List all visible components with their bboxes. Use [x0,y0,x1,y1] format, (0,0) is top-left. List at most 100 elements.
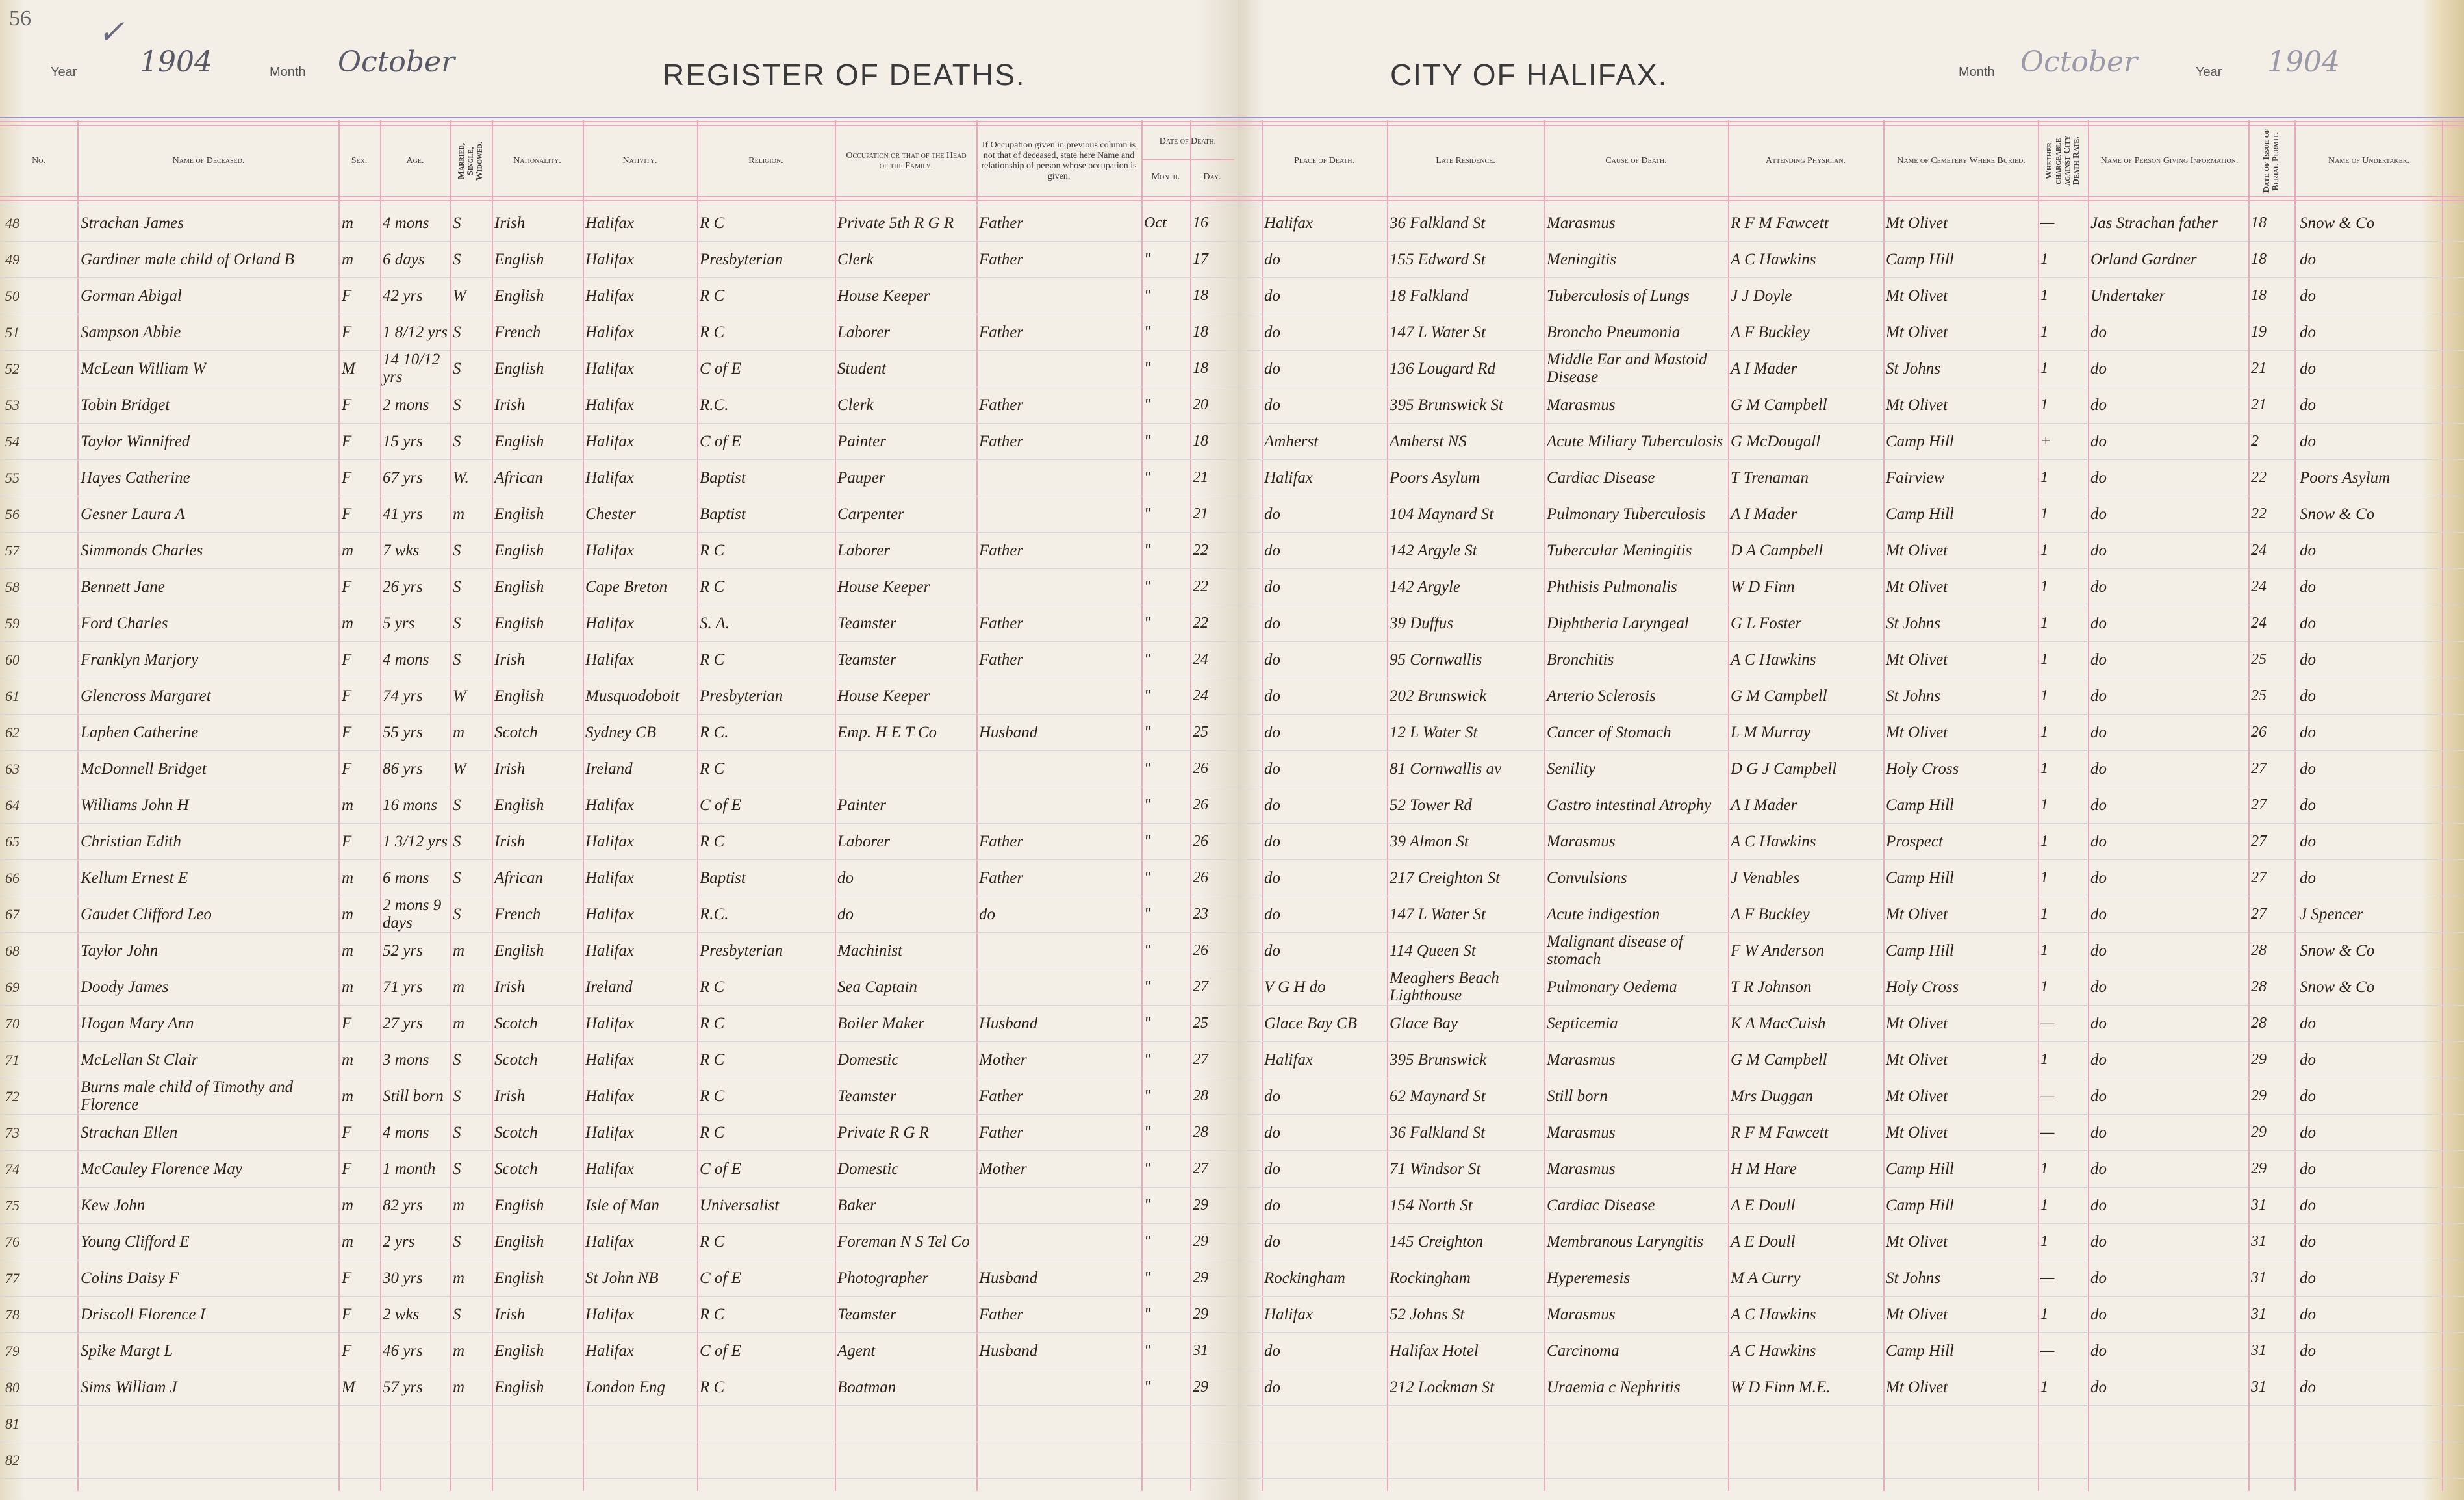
cell-sex: F [342,759,352,778]
cell-sex: F [342,396,352,414]
cell-occupation: Photographer [837,1269,929,1287]
cell-place: do [1264,1232,1280,1251]
cell-nativity: London Eng [585,1378,665,1396]
cell-no: 64 [5,796,19,813]
cell-permit-date: 18 [2251,286,2267,304]
column-rule [380,120,381,1491]
cell-occupation: Boiler Maker [837,1014,924,1032]
cell-informant: do [2090,1232,2107,1251]
cell-religion: R C. [700,723,729,741]
cell-informant: do [2090,1014,2107,1032]
cell-residence: 395 Brunswick St [1390,396,1503,414]
cell-informant: do [2090,941,2107,960]
cell-cemetery: Mt Olivet [1886,905,1948,923]
cell-sex: F [342,1305,352,1323]
cell-nationality: Irish [494,1305,526,1323]
cell-nationality: English [494,941,544,960]
cell-place: do [1264,941,1280,960]
cell-sex: m [342,250,354,268]
column-rule [2088,120,2089,1491]
cell-cemetery: Camp Hill [1886,250,1954,268]
row-rule [0,1005,2464,1006]
cell-no: 57 [5,542,19,559]
cell-status: S [453,541,461,559]
cell-occupation: Painter [837,432,886,450]
table-row: 72 Burns male child of Timothy and Floren… [0,1078,2464,1114]
cell-residence: 62 Maynard St [1390,1087,1486,1105]
cell-permit-date: 31 [2251,1378,2267,1395]
cell-age: 71 yrs [383,978,423,996]
cell-no: 77 [5,1269,19,1286]
cell-age: 82 yrs [383,1196,423,1214]
cell-religion: R C [700,1123,725,1141]
cell-religion: Universalist [700,1196,780,1214]
cell-name: Burns male child of Timothy and Florence [81,1078,294,1113]
cell-name: Kellum Ernest E [81,869,188,887]
column-rule [2248,120,2250,1491]
table-row: 75 Kew John m 82 yrs m English Isle of Man Univ… [0,1187,2464,1223]
cell-relation: Father [979,869,1024,887]
cell-undertaker: do [2300,723,2316,741]
cell-name: McDonnell Bridget [81,759,207,778]
cell-cause: Acute indigestion [1547,905,1660,923]
cell-cemetery: Mt Olivet [1886,1050,1948,1069]
cell-status: W [453,759,466,778]
cell-place: Halifax [1264,468,1313,487]
table-row: 59 Ford Charles m 5 yrs S English Halifax S. A.… [0,605,2464,641]
cell-age: 2 wks [383,1305,420,1323]
cell-nativity: Halifax [585,432,634,450]
cell-nationality: Irish [494,978,526,996]
cell-month: " [1144,250,1151,268]
cell-undertaker: do [2300,1196,2316,1214]
cell-no: 50 [5,287,19,304]
cell-no: 61 [5,687,19,704]
cell-age: 27 yrs [383,1014,423,1032]
cell-nativity: Sydney CB [585,723,656,741]
cell-nationality: French [494,323,541,341]
cell-sex: F [342,832,352,850]
cell-no: 68 [5,942,19,959]
cell-chargeable: 1 [2040,578,2048,595]
cell-physician: A C Hawkins [1731,1305,1816,1323]
cell-age: 2 mons 9 days [383,896,442,932]
header-nativity: Nativity. [622,156,657,166]
cell-month: " [1144,905,1151,922]
cell-cause: Acute Miliary Tuberculosis [1547,432,1723,450]
cell-religion: R C [700,1087,725,1105]
cell-cause: Broncho Pneumonia [1547,323,1681,341]
cell-name: McCauley Florence May [81,1160,242,1178]
cell-cemetery: Mt Olivet [1886,1087,1948,1105]
cell-physician: K A MacCuish [1731,1014,1826,1032]
column-rule [1728,120,1729,1491]
cell-physician: A I Mader [1731,359,1797,377]
cell-relation [979,459,1139,496]
cell-age: 86 yrs [383,759,423,778]
cell-religion: C of E [700,796,741,814]
cell-occupation: House Keeper [837,687,930,705]
cell-occupation: do [837,869,854,887]
cell-cemetery: Mt Olivet [1886,1123,1948,1141]
table-row: 68 Taylor John m 52 yrs m English Halifax Presb… [0,932,2464,969]
cell-permit-date: 27 [2251,832,2267,850]
cell-cause: Marasmus [1547,1305,1616,1323]
cell-no: 71 [5,1051,19,1068]
cell-chargeable: — [2040,1087,2055,1104]
month-value: October [338,45,455,79]
cell-status: S [453,323,461,341]
cell-age: 15 yrs [383,432,423,450]
cell-physician: W D Finn M.E. [1731,1378,1831,1396]
cell-occupation: Domestic [837,1160,899,1178]
cell-no: 51 [5,324,19,340]
cell-residence: 114 Queen St [1390,941,1476,960]
cell-cause: Senility [1547,759,1595,778]
cell-place: do [1264,796,1280,814]
right-year-label: Year [2196,65,2222,79]
cell-cause: Carcinoma [1547,1341,1619,1360]
cell-day: 29 [1193,1305,1208,1323]
cell-name: Taylor Winnifred [81,432,190,450]
cell-permit-date: 27 [2251,869,2267,886]
cell-status: S [453,1050,461,1069]
cell-month: " [1144,396,1151,413]
year-value: 1904 [140,45,212,79]
cell-relation: Father [979,832,1024,850]
